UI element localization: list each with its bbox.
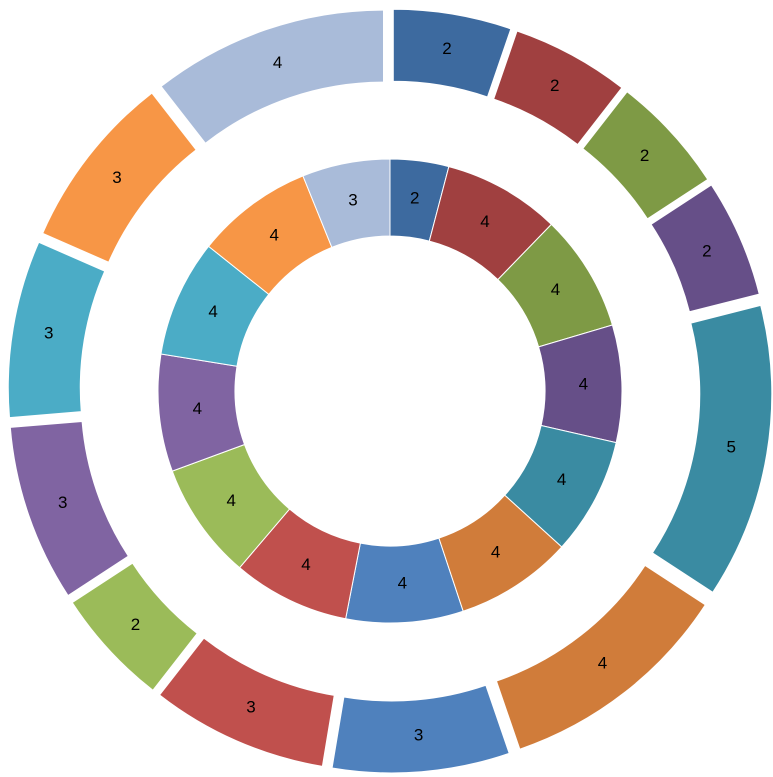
doughnut-segment (651, 304, 773, 593)
data-label: 4 (270, 225, 279, 244)
data-label: 2 (410, 189, 419, 208)
data-label: 3 (44, 324, 53, 343)
doughnut-segment (42, 92, 197, 263)
data-label: 2 (702, 241, 711, 260)
data-label: 3 (348, 191, 357, 210)
data-label: 4 (273, 53, 282, 72)
doughnut-segment (392, 8, 512, 98)
data-label: 4 (301, 555, 310, 574)
data-label: 4 (551, 280, 560, 299)
doughnut-segment (9, 420, 129, 597)
doughnut-segment (302, 158, 391, 248)
doughnut-segment (7, 241, 106, 419)
data-label: 4 (398, 574, 407, 593)
doughnut-segment (495, 564, 707, 750)
data-label: 4 (480, 212, 489, 231)
data-label: 3 (112, 168, 121, 187)
doughnut-segment (331, 684, 510, 774)
data-label: 2 (442, 39, 451, 58)
data-label: 3 (58, 493, 67, 512)
data-label: 3 (246, 697, 255, 716)
data-label: 4 (193, 399, 202, 418)
data-label: 4 (579, 374, 588, 393)
data-label: 4 (208, 302, 217, 321)
data-label: 4 (598, 654, 607, 673)
doughnut-segment (160, 9, 385, 144)
data-label: 3 (414, 725, 423, 744)
data-label: 5 (727, 437, 736, 456)
doughnut-segment (493, 30, 623, 146)
data-label: 4 (557, 470, 566, 489)
doughnut-segment (158, 637, 335, 767)
doughnut-segment (650, 184, 760, 313)
data-label: 2 (640, 146, 649, 165)
data-label: 4 (227, 491, 236, 510)
data-label: 2 (550, 76, 559, 95)
data-label: 2 (131, 615, 140, 634)
doughnut-segment (582, 91, 709, 220)
doughnut-segment (71, 562, 198, 691)
data-label: 4 (491, 543, 500, 562)
